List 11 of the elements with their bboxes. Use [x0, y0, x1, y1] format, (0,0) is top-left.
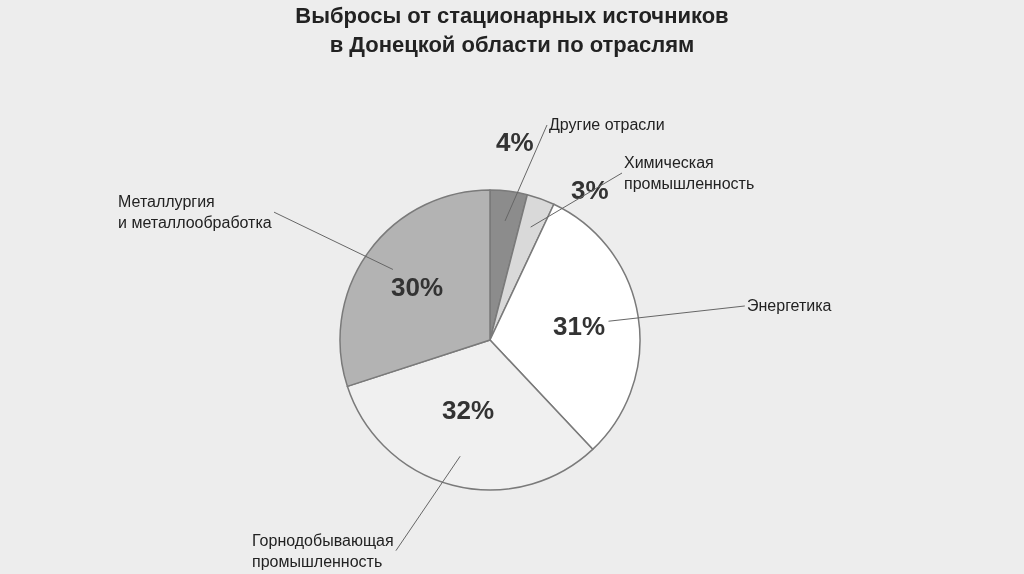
slice-label: Химическая промышленность — [624, 154, 755, 192]
data-label: 31% — [553, 311, 606, 341]
slice-label: Металлургия и металлообработка — [118, 193, 272, 231]
slice-label: Энергетика — [747, 297, 832, 314]
slice-label: Горнодобывающая промышленность — [252, 532, 394, 570]
data-label: 4% — [496, 127, 534, 157]
data-label: 3% — [571, 175, 609, 205]
data-label: 32% — [442, 395, 495, 425]
slice-label: Другие отрасли — [549, 116, 665, 133]
chart-title: Выбросы от стационарных источников в Донецкой области по отраслям — [295, 2, 729, 57]
data-label: 30% — [391, 272, 444, 302]
